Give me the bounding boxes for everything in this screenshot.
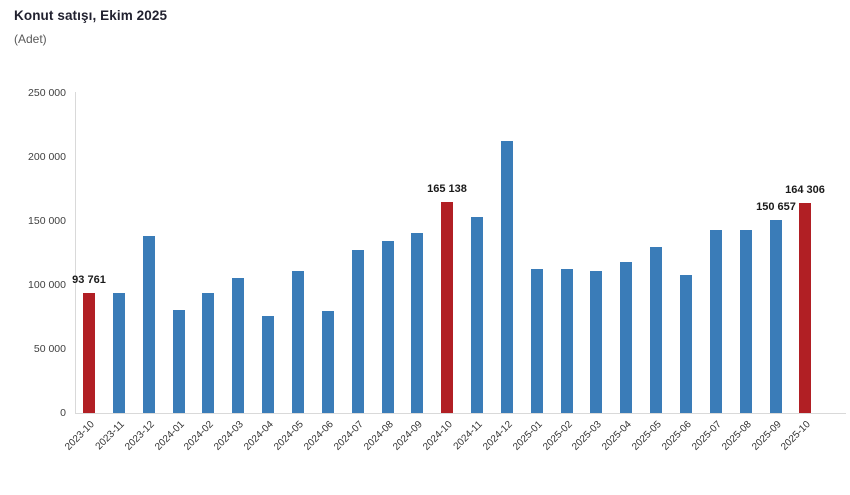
data-label-2025-10: 164 306	[785, 184, 825, 196]
bar-2025-02[interactable]	[561, 269, 573, 413]
bar-2025-09[interactable]	[770, 220, 782, 413]
bar-2025-06[interactable]	[680, 275, 692, 413]
bar-2024-10[interactable]	[441, 202, 453, 413]
bar-2025-07[interactable]	[710, 230, 722, 413]
x-axis-line	[75, 413, 846, 414]
bar-2025-10[interactable]	[799, 203, 811, 413]
chart-subtitle: (Adet)	[14, 32, 47, 46]
y-tick-label: 50 000	[33, 343, 66, 355]
bar-2023-10[interactable]	[83, 293, 95, 413]
bar-2025-03[interactable]	[590, 271, 602, 413]
data-label-2025-09: 150 657	[756, 201, 796, 213]
y-tick-label: 250 000	[28, 87, 66, 99]
bar-2025-05[interactable]	[650, 247, 662, 413]
bar-2024-02[interactable]	[202, 293, 214, 413]
bar-2024-12[interactable]	[501, 141, 513, 413]
data-label-2023-10: 93 761	[72, 274, 106, 286]
bar-2023-12[interactable]	[143, 236, 155, 413]
y-tick-label: 0	[60, 407, 66, 419]
bar-2024-03[interactable]	[232, 278, 244, 413]
bar-2024-06[interactable]	[322, 311, 334, 413]
bar-2025-04[interactable]	[620, 262, 632, 413]
y-axis-line	[75, 92, 76, 413]
bar-2024-11[interactable]	[471, 217, 483, 413]
bar-2024-01[interactable]	[173, 310, 185, 413]
bar-2023-11[interactable]	[113, 293, 125, 413]
data-label-2024-10: 165 138	[427, 183, 467, 195]
bar-2024-04[interactable]	[262, 316, 274, 413]
bar-2024-07[interactable]	[352, 250, 364, 413]
bar-2025-08[interactable]	[740, 230, 752, 413]
bar-2025-01[interactable]	[531, 269, 543, 413]
y-tick-label: 200 000	[28, 151, 66, 163]
chart-title: Konut satışı, Ekim 2025	[14, 8, 168, 23]
y-tick-label: 150 000	[28, 215, 66, 227]
y-tick-label: 100 000	[28, 279, 66, 291]
bar-2024-05[interactable]	[292, 271, 304, 413]
bar-2024-09[interactable]	[411, 233, 423, 413]
bar-2024-08[interactable]	[382, 241, 394, 413]
